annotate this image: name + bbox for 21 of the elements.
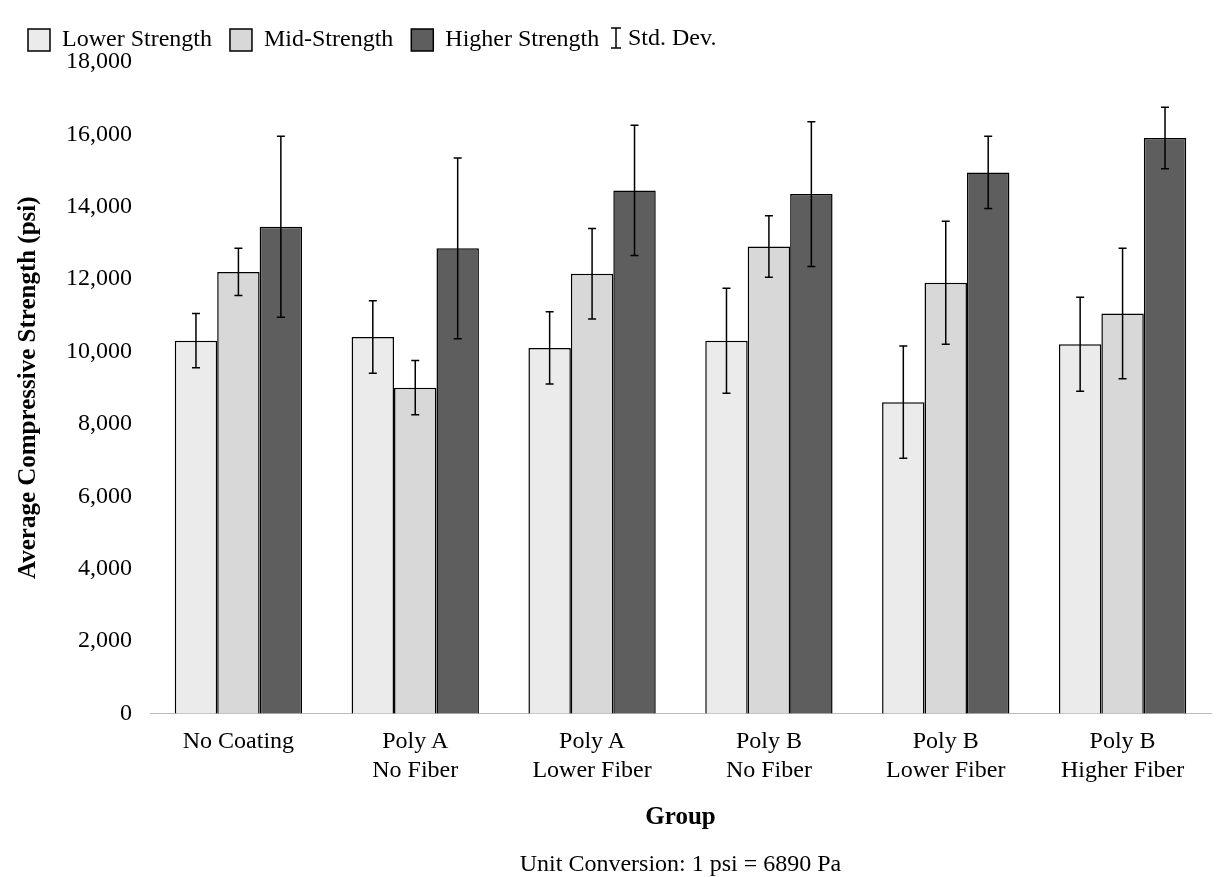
y-tick-label: 2,000 bbox=[78, 626, 132, 653]
x-tick-label: Poly B Lower Fiber bbox=[886, 727, 1006, 782]
legend-label: Mid-Strength bbox=[263, 25, 394, 52]
text: Unit Conversion: 1 psi = 6890 Pa bbox=[519, 850, 842, 877]
x-axis-title: Group bbox=[645, 802, 716, 830]
x-tick-label: Poly B No Fiber bbox=[725, 727, 812, 782]
y-tick-label: 4,000 bbox=[78, 553, 132, 580]
x-tick-label: No Coating bbox=[182, 727, 295, 754]
x-tick-label: Poly A Lower Fiber bbox=[532, 727, 652, 782]
y-tick-label: 10,000 bbox=[66, 336, 132, 363]
x-tick-label: Poly B Higher Fiber bbox=[1060, 727, 1185, 782]
y-tick-label: 16,000 bbox=[66, 119, 132, 146]
y-tick-label: 8,000 bbox=[78, 409, 132, 436]
text: Std. Dev. bbox=[628, 24, 717, 51]
y-tick-label: 6,000 bbox=[78, 481, 132, 508]
y-tick-label: 0 bbox=[120, 698, 132, 725]
y-tick-label: 14,000 bbox=[66, 192, 132, 219]
y-axis-title: Average Compressive Strength (psi) bbox=[13, 196, 42, 579]
y-tick-label: 12,000 bbox=[66, 264, 132, 291]
x-tick-label: Poly A No Fiber bbox=[372, 727, 459, 782]
legend-label: Higher Strength bbox=[445, 25, 600, 52]
